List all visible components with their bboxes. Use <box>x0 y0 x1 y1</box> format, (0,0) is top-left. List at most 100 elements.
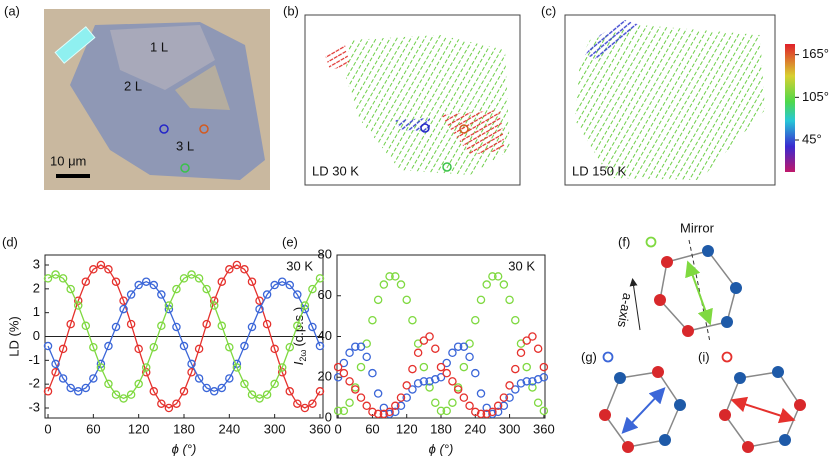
y-tick-label: -3 <box>28 399 40 414</box>
x-tick-label: 120 <box>396 421 418 436</box>
data-point <box>149 387 159 396</box>
axis-arrow <box>629 278 641 331</box>
data-point <box>247 322 257 332</box>
data-point <box>345 377 354 386</box>
panel-label: (c) <box>541 3 556 18</box>
data-point <box>255 296 264 306</box>
data-point <box>134 280 143 290</box>
data-point <box>533 375 543 384</box>
atom <box>702 245 714 257</box>
data-point <box>96 363 106 372</box>
data-point <box>134 344 143 354</box>
data-point <box>448 348 457 358</box>
data-point <box>104 379 113 389</box>
data-point <box>315 387 325 396</box>
data-point <box>539 406 549 416</box>
data-point <box>58 274 68 283</box>
map-caption: LD 150 K <box>572 163 627 178</box>
panel-label: (d) <box>2 234 18 249</box>
map-region <box>585 20 640 60</box>
data-point <box>240 265 249 274</box>
data-point <box>262 390 272 399</box>
data-point <box>459 362 469 372</box>
data-point <box>164 301 174 310</box>
data-point <box>396 280 406 289</box>
y-tick-label: 2 <box>33 280 40 295</box>
data-point <box>209 301 219 310</box>
atom <box>794 399 806 411</box>
data-point <box>179 341 189 351</box>
data-point <box>499 393 509 402</box>
series-line <box>47 264 321 409</box>
x-tick-label: 60 <box>365 421 379 436</box>
data-point <box>51 270 60 279</box>
data-point <box>391 407 400 417</box>
data-point <box>225 265 234 274</box>
data-point <box>345 348 354 358</box>
data-point <box>202 284 211 294</box>
data-point <box>149 280 159 290</box>
data-point <box>453 342 463 351</box>
data-point <box>164 403 174 413</box>
data-point <box>396 401 406 411</box>
panel-c: (c) LD 150 K <box>541 3 795 186</box>
data-point <box>391 272 400 281</box>
data-point <box>172 399 181 408</box>
data-point <box>308 284 317 294</box>
atom <box>599 409 611 421</box>
colorbar-tick-label: 105° <box>802 89 829 104</box>
data-point <box>408 315 417 325</box>
spot <box>442 162 452 172</box>
panel-i: (i) <box>698 349 806 453</box>
data-point <box>493 407 503 417</box>
data-point <box>539 362 549 372</box>
data-point <box>58 374 68 383</box>
data-point <box>459 393 469 402</box>
atom <box>721 316 733 328</box>
layer-label: 3 L <box>176 138 194 153</box>
data-point <box>385 272 394 281</box>
data-point <box>385 407 394 417</box>
x-tick-label: 60 <box>86 421 100 436</box>
y-tick-label: -1 <box>28 352 40 367</box>
panel-label: (e) <box>282 234 298 249</box>
data-point <box>247 390 257 399</box>
data-point <box>488 272 497 281</box>
y-tick-label: 3 <box>33 256 40 271</box>
data-point <box>217 321 227 331</box>
data-point <box>134 379 143 389</box>
data-point <box>240 379 249 389</box>
annotation: 30 K <box>286 258 313 273</box>
data-point <box>368 315 377 325</box>
data-point <box>362 352 371 362</box>
x-tick-label: 120 <box>128 421 150 436</box>
data-point <box>277 277 287 286</box>
data-point <box>293 399 302 408</box>
data-point <box>81 277 91 286</box>
data-point <box>533 344 543 353</box>
data-point <box>240 341 249 351</box>
x-tick-label: 0 <box>44 421 51 436</box>
y-tick-label: 0 <box>325 409 332 424</box>
data-point <box>471 407 480 417</box>
data-point <box>202 383 211 393</box>
series-line <box>47 280 321 393</box>
data-point <box>232 260 242 270</box>
panel-a: (a) 1 L 2 L 3 L 10 μm <box>4 3 270 190</box>
panel-g: (g) <box>581 349 686 453</box>
atom <box>742 441 754 453</box>
data-point <box>528 377 537 386</box>
colorbar-tick-label: 45° <box>802 131 822 146</box>
data-point <box>373 389 383 398</box>
atom <box>674 399 686 411</box>
data-point <box>66 319 75 329</box>
data-point <box>58 344 68 354</box>
data-point <box>511 385 520 394</box>
data-point <box>471 368 480 378</box>
map-region <box>575 25 765 180</box>
map-region <box>440 110 505 155</box>
data-point <box>482 403 491 413</box>
atom <box>661 256 673 268</box>
data-point <box>89 342 98 352</box>
